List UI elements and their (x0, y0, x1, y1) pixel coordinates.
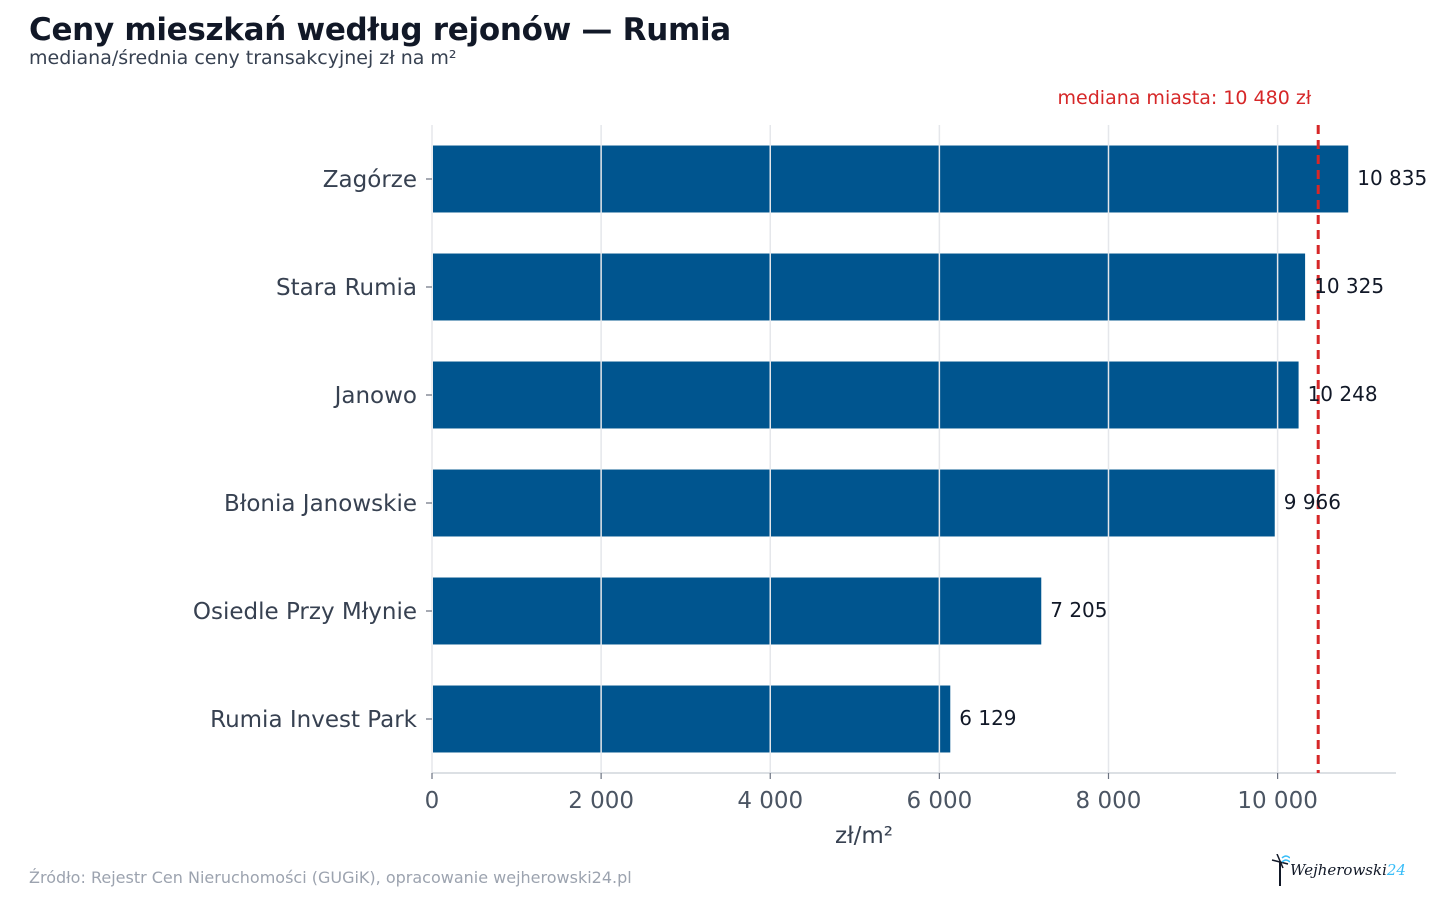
windmill-icon (1271, 854, 1290, 886)
x-axis-label: zł/m² (835, 823, 893, 849)
median-reference-label: mediana miasta: 10 480 zł (1058, 87, 1312, 109)
logo-name: Wejherowski (1290, 861, 1387, 879)
value-label: 7 205 (1050, 598, 1107, 622)
value-label: 10 835 (1357, 166, 1427, 190)
source-note: Źródło: Rejestr Cen Nieruchomości (GUGiK… (29, 868, 632, 887)
x-tick-label: 8 000 (1076, 788, 1142, 814)
bar (433, 685, 951, 753)
category-label: Zagórze (323, 167, 417, 193)
category-label: Rumia Invest Park (210, 707, 418, 733)
category-label: Janowo (333, 383, 417, 409)
bar (433, 361, 1299, 429)
value-label: 9 966 (1284, 490, 1341, 514)
logo-suffix: 24 (1386, 861, 1406, 879)
chart-title: Ceny mieszkań według rejonów — Rumia (29, 12, 731, 48)
category-label: Stara Rumia (276, 275, 417, 301)
value-label: 10 325 (1314, 274, 1384, 298)
x-tick-label: 2 000 (568, 788, 634, 814)
bar (433, 145, 1349, 213)
chart-subtitle: mediana/średnia ceny transakcyjnej zł na… (29, 47, 457, 69)
x-tick-label: 10 000 (1237, 788, 1317, 814)
x-tick-label: 4 000 (737, 788, 803, 814)
bar (433, 577, 1042, 645)
brand-logo: Wejherowski24 (1270, 852, 1406, 888)
category-label: Osiedle Przy Młynie (193, 599, 417, 625)
bar (433, 469, 1275, 537)
value-label: 10 248 (1308, 382, 1378, 406)
value-label: 6 129 (959, 706, 1016, 730)
category-label: Błonia Janowskie (224, 491, 417, 517)
x-tick-label: 0 (425, 788, 440, 814)
bar (433, 253, 1306, 321)
logo-text: Wejherowski24 (1290, 861, 1406, 879)
x-tick-label: 6 000 (906, 788, 972, 814)
